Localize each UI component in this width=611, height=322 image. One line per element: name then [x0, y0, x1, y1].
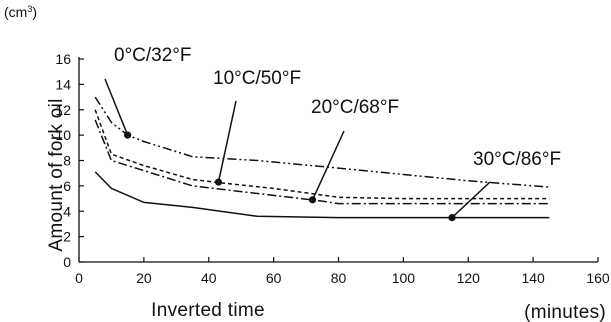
- annotation-leader: [311, 130, 345, 201]
- x-tick-label: 80: [331, 270, 347, 286]
- y-axis-unit: (cm3): [4, 4, 37, 20]
- series-line-1: [94, 109, 550, 200]
- x-tick-label: 60: [266, 270, 282, 286]
- y-tick-label: 6: [63, 178, 71, 194]
- series-label: 10°C/50°F: [213, 68, 301, 89]
- annotation-leader: [217, 100, 237, 183]
- series-line-2: [94, 119, 550, 205]
- x-tick-label: 120: [457, 270, 481, 286]
- annotation-dot: [308, 196, 317, 204]
- x-tick-label: 100: [392, 270, 416, 286]
- x-tick-label: 0: [75, 270, 83, 286]
- x-axis-unit: (minutes): [524, 302, 606, 322]
- x-tick-label: 40: [201, 270, 217, 286]
- y-tick-label: 10: [55, 127, 71, 143]
- series-label: 30°C/86°F: [473, 149, 561, 170]
- series-line-0: [94, 96, 550, 188]
- y-tick-label: 4: [63, 203, 71, 219]
- svg-text:(cm3): (cm3): [4, 4, 37, 20]
- y-tick-label: 14: [55, 76, 71, 92]
- x-tick-label: 160: [586, 270, 610, 286]
- y-tick-label: 12: [55, 102, 71, 118]
- y-tick-label: 16: [55, 51, 71, 67]
- x-tick-label: 140: [521, 270, 545, 286]
- series-line-3: [94, 171, 550, 219]
- annotation-leader: [451, 181, 491, 219]
- series-label: 0°C/32°F: [114, 45, 192, 66]
- y-tick-label: 0: [63, 254, 71, 270]
- annotation-leader: [104, 78, 129, 136]
- annotation-dot: [124, 131, 132, 139]
- x-axis-label: Inverted time: [151, 300, 265, 321]
- annotation-layer: 0°C/32°F 10°C/50°F 20°C/68°F 30°C/86°F: [104, 45, 561, 222]
- y-tick-label: 2: [63, 229, 71, 245]
- annotation-dot: [214, 178, 223, 186]
- x-tick-label: 20: [136, 270, 152, 286]
- y-tick-label: 8: [63, 153, 71, 169]
- series-label: 20°C/68°F: [311, 97, 399, 118]
- annotation-dot: [448, 213, 456, 222]
- series-layer: [94, 96, 550, 219]
- y-axis-label: Amount of fork oil: [46, 98, 67, 251]
